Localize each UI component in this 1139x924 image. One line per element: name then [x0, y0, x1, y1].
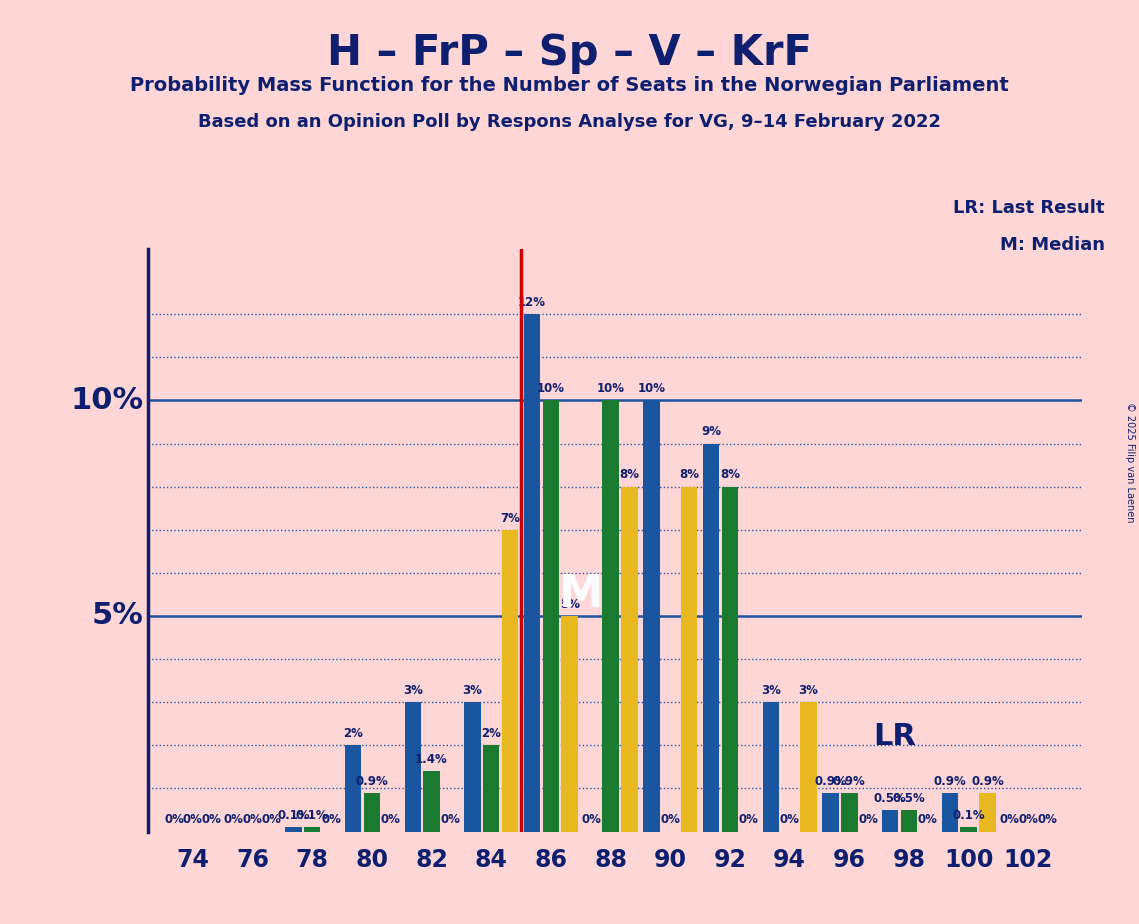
Bar: [483, 746, 499, 832]
Text: 3%: 3%: [761, 684, 780, 697]
Bar: [822, 793, 838, 832]
Bar: [345, 746, 361, 832]
Bar: [285, 827, 302, 832]
Text: 0.1%: 0.1%: [277, 809, 310, 822]
Bar: [763, 702, 779, 832]
Bar: [681, 487, 697, 832]
Text: 0%: 0%: [321, 813, 341, 826]
Text: M: Median: M: Median: [1000, 236, 1105, 253]
Bar: [942, 793, 958, 832]
Text: 0.1%: 0.1%: [296, 809, 328, 822]
Bar: [801, 702, 817, 832]
Text: 3%: 3%: [798, 684, 818, 697]
Text: 10%: 10%: [536, 383, 565, 395]
Text: 0.1%: 0.1%: [952, 809, 985, 822]
Bar: [562, 616, 577, 832]
Bar: [882, 810, 899, 832]
Bar: [980, 793, 995, 832]
Text: 10%: 10%: [638, 383, 665, 395]
Text: 0.9%: 0.9%: [355, 774, 388, 787]
Text: 0%: 0%: [1018, 813, 1039, 826]
Text: M: M: [558, 573, 603, 616]
Text: H – FrP – Sp – V – KrF: H – FrP – Sp – V – KrF: [327, 32, 812, 74]
Text: 8%: 8%: [620, 468, 639, 481]
Text: LR: Last Result: LR: Last Result: [953, 199, 1105, 216]
Text: 0%: 0%: [164, 813, 185, 826]
Text: 0.5%: 0.5%: [874, 792, 907, 805]
Bar: [363, 793, 380, 832]
Text: 0.5%: 0.5%: [893, 792, 925, 805]
Text: 0%: 0%: [858, 813, 878, 826]
Text: 8%: 8%: [720, 468, 740, 481]
Bar: [722, 487, 738, 832]
Bar: [703, 444, 720, 832]
Bar: [465, 702, 481, 832]
Text: 0%: 0%: [661, 813, 680, 826]
Text: 0.9%: 0.9%: [833, 774, 866, 787]
Bar: [603, 400, 618, 832]
Text: 2%: 2%: [343, 727, 363, 740]
Text: 0%: 0%: [243, 813, 262, 826]
Bar: [621, 487, 638, 832]
Text: 0.9%: 0.9%: [814, 774, 847, 787]
Text: 1.4%: 1.4%: [416, 753, 448, 766]
Text: 8%: 8%: [679, 468, 699, 481]
Text: 5%: 5%: [91, 602, 144, 630]
Text: 0%: 0%: [780, 813, 800, 826]
Bar: [644, 400, 659, 832]
Text: 9%: 9%: [702, 425, 721, 438]
Bar: [404, 702, 421, 832]
Bar: [901, 810, 917, 832]
Text: Based on an Opinion Poll by Respons Analyse for VG, 9–14 February 2022: Based on an Opinion Poll by Respons Anal…: [198, 113, 941, 130]
Text: 0.9%: 0.9%: [972, 774, 1003, 787]
Bar: [524, 314, 540, 832]
Text: 10%: 10%: [71, 386, 144, 415]
Text: 5%: 5%: [559, 598, 580, 611]
Text: 0%: 0%: [261, 813, 281, 826]
Text: 0%: 0%: [183, 813, 203, 826]
Text: 0.9%: 0.9%: [934, 774, 966, 787]
Text: 0%: 0%: [202, 813, 222, 826]
Text: 0%: 0%: [1000, 813, 1019, 826]
Text: 0%: 0%: [739, 813, 759, 826]
Text: 7%: 7%: [500, 512, 521, 525]
Text: 0%: 0%: [582, 813, 601, 826]
Text: Probability Mass Function for the Number of Seats in the Norwegian Parliament: Probability Mass Function for the Number…: [130, 76, 1009, 95]
Text: 0%: 0%: [223, 813, 244, 826]
Bar: [841, 793, 858, 832]
Bar: [304, 827, 320, 832]
Text: 0%: 0%: [441, 813, 460, 826]
Bar: [424, 772, 440, 832]
Text: © 2025 Filip van Laenen: © 2025 Filip van Laenen: [1125, 402, 1134, 522]
Bar: [542, 400, 559, 832]
Text: 0%: 0%: [918, 813, 937, 826]
Text: LR: LR: [874, 723, 916, 751]
Text: 0%: 0%: [380, 813, 401, 826]
Text: 3%: 3%: [462, 684, 482, 697]
Text: 12%: 12%: [518, 296, 546, 309]
Text: 3%: 3%: [403, 684, 423, 697]
Text: 2%: 2%: [482, 727, 501, 740]
Text: 10%: 10%: [597, 383, 624, 395]
Bar: [960, 827, 977, 832]
Text: 0%: 0%: [1038, 813, 1057, 826]
Bar: [502, 529, 518, 832]
